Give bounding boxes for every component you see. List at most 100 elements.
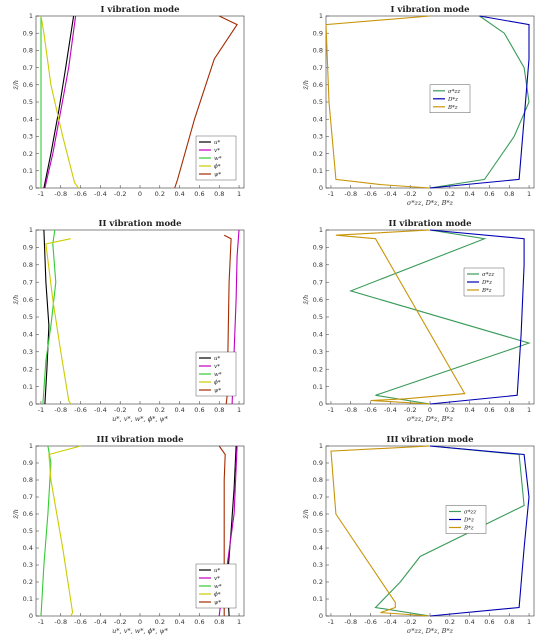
x-tick-label: 0.2 xyxy=(445,406,455,414)
legend-entry: D*z xyxy=(481,280,492,286)
series-line-1 xyxy=(349,229,531,405)
y-tick-label: 0.4 xyxy=(23,115,33,123)
chart-panel-1: -1 -0.8 -0.6 -0.4 -0.2 0 0.2 0.4 0.6 0.8 1 0 0.1 0.2 0… xyxy=(11,5,245,198)
legend-entry: B*z xyxy=(463,526,474,532)
x-tick-label: -0.6 xyxy=(364,618,377,626)
legend-entry: v* xyxy=(214,364,220,370)
series-line-5 xyxy=(174,15,238,189)
x-tick-label: -0.8 xyxy=(344,618,357,626)
x-tick-label: 0.8 xyxy=(504,190,514,198)
x-tick-label: 0.6 xyxy=(484,618,494,626)
y-tick-label: 0.1 xyxy=(23,595,33,603)
series-line-2 xyxy=(429,229,525,405)
y-tick-label: 0 xyxy=(319,612,323,620)
series-line-2 xyxy=(429,445,530,617)
x-tick-label: 0.2 xyxy=(155,406,165,414)
x-tick-label: -0.6 xyxy=(74,618,87,626)
x-tick-label: -0.8 xyxy=(344,190,357,198)
y-tick-label: 0.2 xyxy=(23,578,33,586)
y-tick-label: 0.7 xyxy=(23,493,33,501)
y-tick-label: 0 xyxy=(29,612,33,620)
y-axis-label: z̃/h xyxy=(301,509,310,520)
x-tick-label: -0.6 xyxy=(364,406,377,414)
series-line-2 xyxy=(44,15,77,189)
series-line-1 xyxy=(429,15,530,189)
legend: σ*zz D*z B*z xyxy=(429,84,471,114)
y-tick-label: 0.8 xyxy=(23,261,33,269)
y-tick-label: 0.2 xyxy=(313,365,323,373)
y-tick-label: 0.5 xyxy=(23,313,33,321)
x-tick-label: -0.6 xyxy=(364,190,377,198)
series-line-3 xyxy=(330,445,431,617)
x-tick-label: 0.6 xyxy=(194,618,204,626)
series-line-3 xyxy=(40,445,52,617)
chart-title: II vibration mode xyxy=(99,219,183,229)
x-tick-label: -1 xyxy=(38,406,44,414)
x-tick-label: 0.8 xyxy=(214,618,224,626)
y-tick-label: 0.5 xyxy=(313,527,323,535)
legend: u* v* w* ϕ* ψ* xyxy=(195,563,237,609)
x-axis-label: σ*zz, D*z, B*z xyxy=(407,415,454,423)
x-tick-label: 0.4 xyxy=(464,406,474,414)
y-tick-label: 0.3 xyxy=(313,348,323,356)
y-tick-label: 0.2 xyxy=(23,365,33,373)
legend: u* v* w* ϕ* ψ* xyxy=(195,135,237,181)
x-tick-label: 0.8 xyxy=(504,406,514,414)
legend-entry: D*z xyxy=(447,97,458,103)
legend-entry: D*z xyxy=(463,518,474,524)
y-tick-label: 0.8 xyxy=(23,476,33,484)
y-tick-label: 0.7 xyxy=(313,278,323,286)
x-tick-label: 0 xyxy=(138,190,142,198)
x-tick-label: 1 xyxy=(237,618,241,626)
x-tick-label: -0.6 xyxy=(74,190,87,198)
x-tick-label: 0.8 xyxy=(504,618,514,626)
x-tick-label: 0.4 xyxy=(464,618,474,626)
y-tick-label: 0.1 xyxy=(23,383,33,391)
x-tick-label: -0.4 xyxy=(384,406,397,414)
series-line-2 xyxy=(429,15,530,189)
chart-title: I vibration mode xyxy=(100,5,180,15)
x-tick-label: -1 xyxy=(38,190,44,198)
x-tick-label: 0.2 xyxy=(155,190,165,198)
y-tick-label: 0 xyxy=(319,400,323,408)
y-tick-label: 1 xyxy=(319,442,323,450)
y-tick-label: 0.2 xyxy=(313,150,323,158)
y-tick-label: 0.6 xyxy=(313,81,323,89)
x-tick-label: -0.8 xyxy=(54,190,67,198)
x-tick-label: 0.4 xyxy=(174,190,184,198)
chart-title: III vibration mode xyxy=(97,435,185,445)
x-tick-label: 1 xyxy=(527,406,531,414)
legend-entry: w* xyxy=(214,156,222,162)
legend-entry: u* xyxy=(214,356,221,362)
y-axis-label: z̃/h xyxy=(11,509,20,520)
y-tick-label: 0.8 xyxy=(313,476,323,484)
x-tick-label: 0.8 xyxy=(214,190,224,198)
y-tick-label: 0.3 xyxy=(313,133,323,141)
series-line-4 xyxy=(48,445,81,617)
y-tick-label: 0.6 xyxy=(23,81,33,89)
legend-entry: σ*zz xyxy=(448,89,460,95)
x-tick-label: 0.6 xyxy=(194,190,204,198)
chart-panel-2: -1 -0.8 -0.6 -0.4 -0.2 0 0.2 0.4 0.6 0.8 1 0 0.1 0.2 0… xyxy=(301,5,535,207)
x-tick-label: 1 xyxy=(527,190,531,198)
legend-entry: u* xyxy=(214,568,221,574)
y-tick-label: 0 xyxy=(319,184,323,192)
x-tick-label: 0 xyxy=(428,406,432,414)
series-line-4 xyxy=(45,238,72,405)
legend-entry: B*z xyxy=(447,105,458,111)
y-tick-label: 0.6 xyxy=(313,510,323,518)
x-tick-label: -0.6 xyxy=(74,406,87,414)
legend-entry: v* xyxy=(214,576,220,582)
legend-entry: σ*zz xyxy=(482,272,494,278)
plot-area xyxy=(325,229,535,405)
legend-entry: B*z xyxy=(481,288,492,294)
y-tick-label: 0.4 xyxy=(313,544,323,552)
y-tick-label: 0.7 xyxy=(313,64,323,72)
y-tick-label: 1 xyxy=(29,226,33,234)
x-tick-label: 0 xyxy=(428,190,432,198)
y-tick-label: 0.9 xyxy=(23,244,33,252)
y-tick-label: 0.3 xyxy=(23,348,33,356)
x-axis-label: u*, v*, w*, ϕ*, ψ* xyxy=(112,627,168,635)
legend-entry: ψ* xyxy=(214,600,221,606)
x-tick-label: 0 xyxy=(138,406,142,414)
